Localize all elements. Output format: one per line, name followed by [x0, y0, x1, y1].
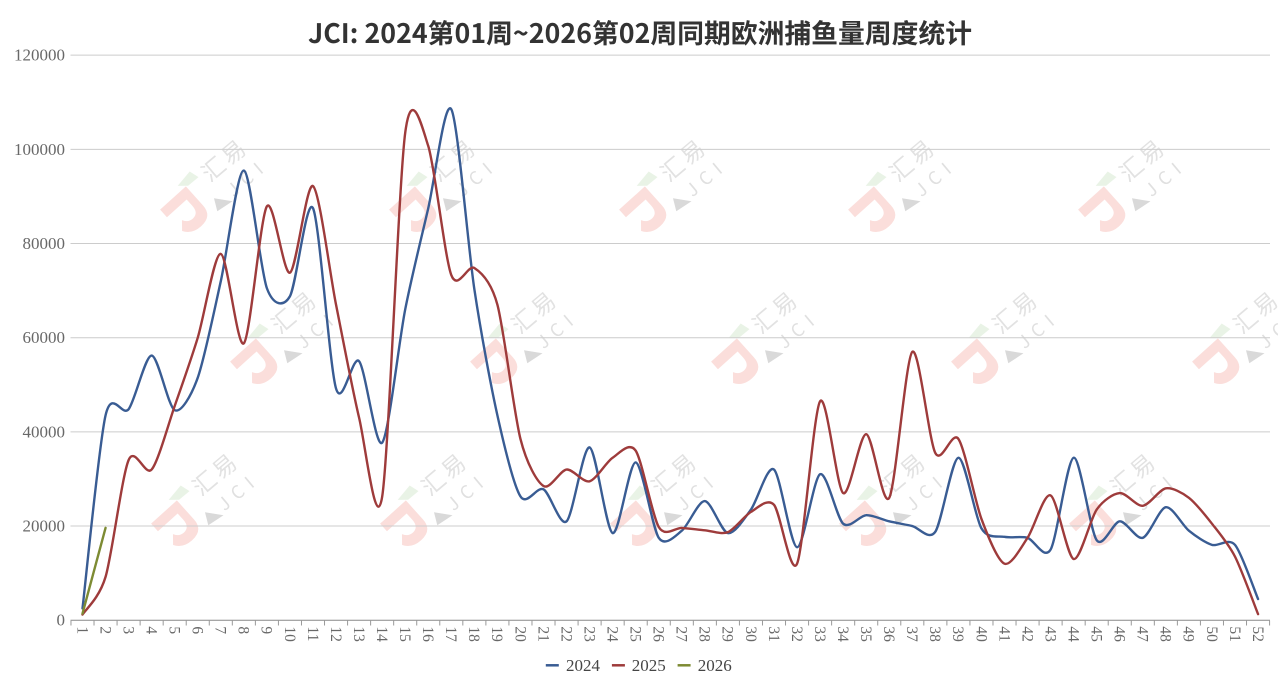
svg-text:22: 22 [557, 626, 574, 642]
svg-text:45: 45 [1088, 626, 1105, 642]
svg-text:43: 43 [1041, 626, 1058, 642]
svg-text:6: 6 [189, 626, 206, 634]
svg-text:17: 17 [442, 626, 459, 642]
svg-text:36: 36 [880, 626, 897, 642]
svg-text:41: 41 [995, 626, 1012, 642]
svg-text:80000: 80000 [23, 234, 66, 253]
svg-text:28: 28 [696, 626, 713, 642]
svg-text:11: 11 [304, 626, 321, 641]
svg-text:34: 34 [834, 626, 851, 642]
svg-text:2026: 2026 [698, 656, 732, 675]
svg-text:12: 12 [327, 626, 344, 642]
svg-text:42: 42 [1018, 626, 1035, 642]
svg-text:2025: 2025 [632, 656, 666, 675]
svg-text:7: 7 [212, 626, 229, 634]
svg-text:10: 10 [281, 626, 298, 642]
svg-text:47: 47 [1134, 626, 1151, 642]
svg-text:3: 3 [119, 626, 136, 634]
svg-text:39: 39 [949, 626, 966, 642]
svg-text:23: 23 [580, 626, 597, 642]
svg-text:100000: 100000 [14, 140, 65, 159]
svg-text:50: 50 [1203, 626, 1220, 642]
svg-text:120000: 120000 [14, 46, 65, 65]
svg-text:46: 46 [1111, 626, 1128, 642]
svg-text:38: 38 [926, 626, 943, 642]
svg-text:0: 0 [57, 611, 66, 630]
svg-text:35: 35 [857, 626, 874, 642]
svg-text:24: 24 [603, 626, 620, 642]
svg-text:20000: 20000 [23, 517, 66, 536]
svg-text:18: 18 [465, 626, 482, 642]
svg-text:5: 5 [166, 626, 183, 634]
svg-text:1: 1 [73, 626, 90, 634]
svg-text:25: 25 [627, 626, 644, 642]
svg-text:20: 20 [511, 626, 528, 642]
svg-text:44: 44 [1064, 626, 1081, 642]
svg-text:29: 29 [719, 626, 736, 642]
svg-text:30: 30 [742, 626, 759, 642]
svg-text:26: 26 [650, 626, 667, 642]
svg-text:49: 49 [1180, 626, 1197, 642]
svg-text:40: 40 [972, 626, 989, 642]
svg-text:31: 31 [765, 626, 782, 642]
svg-text:60000: 60000 [23, 328, 66, 347]
svg-text:19: 19 [488, 626, 505, 642]
svg-text:21: 21 [534, 626, 551, 642]
svg-text:4: 4 [142, 626, 159, 634]
svg-text:15: 15 [396, 626, 413, 642]
svg-text:48: 48 [1157, 626, 1174, 642]
svg-text:33: 33 [811, 626, 828, 642]
svg-text:16: 16 [419, 626, 436, 642]
svg-text:51: 51 [1226, 626, 1243, 642]
svg-text:2024: 2024 [566, 656, 601, 675]
svg-text:40000: 40000 [23, 422, 66, 441]
svg-text:9: 9 [258, 626, 275, 634]
svg-text:2: 2 [96, 626, 113, 634]
svg-text:14: 14 [373, 626, 390, 642]
svg-text:37: 37 [903, 626, 920, 642]
svg-text:52: 52 [1249, 626, 1266, 642]
svg-text:27: 27 [673, 626, 690, 642]
svg-text:32: 32 [788, 626, 805, 642]
svg-text:13: 13 [350, 626, 367, 642]
svg-text:8: 8 [235, 626, 252, 634]
